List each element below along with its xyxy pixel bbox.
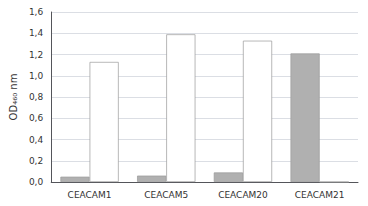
svg-text:1,2: 1,2 [29,50,43,60]
svg-text:1,0: 1,0 [29,71,44,81]
svg-text:CEACAM5: CEACAM5 [144,190,188,200]
svg-text:0,0: 0,0 [29,177,44,187]
svg-text:0,4: 0,4 [29,135,44,145]
svg-text:0,6: 0,6 [29,113,44,123]
svg-text:CEACAM1: CEACAM1 [68,190,112,200]
svg-text:0,2: 0,2 [29,156,43,166]
svg-text:CEACAM21: CEACAM21 [295,190,345,200]
svg-text:OD₄₆₀ nm: OD₄₆₀ nm [8,74,19,121]
svg-text:1,6: 1,6 [29,7,44,17]
svg-text:1,4: 1,4 [29,28,44,38]
svg-text:CEACAM20: CEACAM20 [218,190,268,200]
svg-text:0,8: 0,8 [29,92,44,102]
